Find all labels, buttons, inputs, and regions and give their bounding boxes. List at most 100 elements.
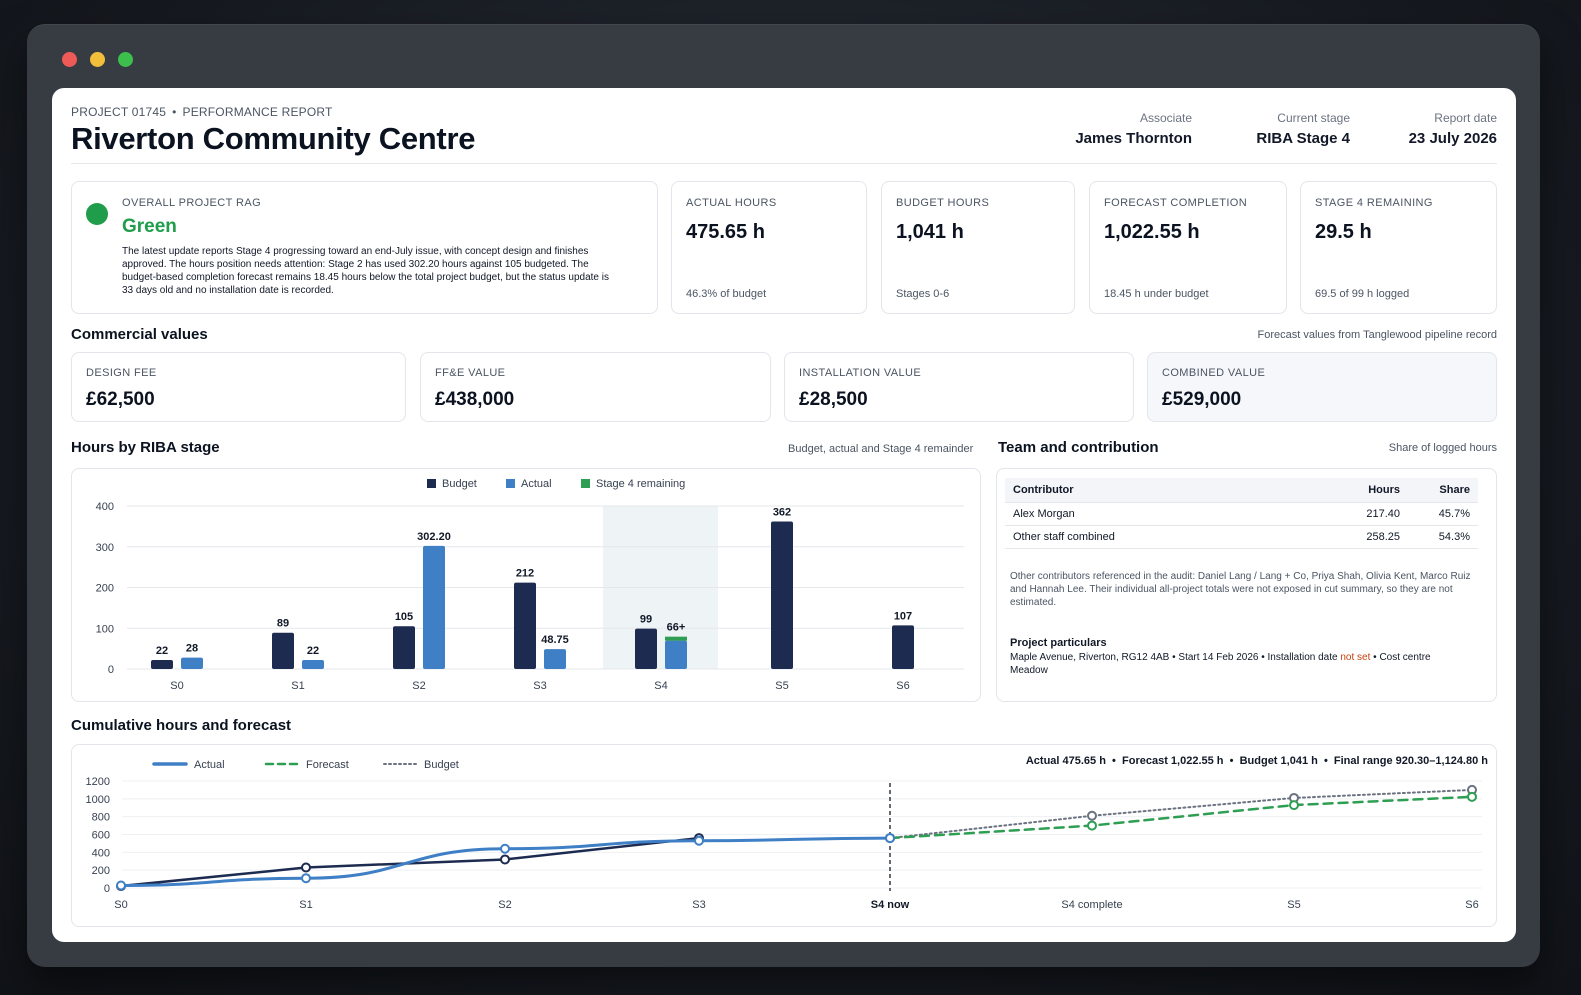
rag-status-dot xyxy=(86,203,108,225)
legend-swatch xyxy=(506,479,515,488)
installation-date-flag: not set xyxy=(1340,652,1371,663)
y-tick-label: 200 xyxy=(96,583,114,595)
bar-budget xyxy=(892,625,914,669)
value-card-design-fee: DESIGN FEE £62,500 xyxy=(71,352,406,422)
bar-budget xyxy=(514,582,536,669)
value-label: INSTALLATION VALUE xyxy=(799,367,922,379)
bar-actual xyxy=(544,649,566,669)
value-label: FF&E VALUE xyxy=(435,367,506,379)
bar-budget xyxy=(272,632,294,669)
column-header: Contributor xyxy=(1005,478,1328,503)
kpi-card-budget-hours: BUDGET HOURS 1,041 h Stages 0-6 xyxy=(881,181,1075,314)
kpi-sub: 46.3% of budget xyxy=(686,288,767,300)
x-tick-label: S0 xyxy=(170,680,183,692)
y-tick-label: 0 xyxy=(104,883,110,895)
bar-actual xyxy=(302,660,324,669)
line-actual-point xyxy=(301,873,311,884)
value-label: DESIGN FEE xyxy=(86,367,157,379)
y-tick-label: 1000 xyxy=(86,794,110,806)
bar-stage4-remaining xyxy=(665,636,687,641)
legend-swatch xyxy=(427,479,436,488)
kpi-value: 1,041 h xyxy=(896,221,964,243)
y-tick-label: 400 xyxy=(96,501,114,513)
bar-label-budget: 22 xyxy=(156,645,168,657)
commercial-note: Forecast values from Tanglewood pipeline… xyxy=(1257,329,1497,341)
kpi-card-stage4-remaining: STAGE 4 REMAINING 29.5 h 69.5 of 99 h lo… xyxy=(1300,181,1497,314)
legend-label: Actual xyxy=(194,759,225,771)
kpi-value: 29.5 h xyxy=(1315,221,1372,243)
x-tick-label: S0 xyxy=(114,899,127,911)
bar-budget xyxy=(393,626,415,669)
kpi-label: BUDGET HOURS xyxy=(896,197,990,209)
team-card: Contributor Hours Share Alex Morgan 217.… xyxy=(996,468,1497,702)
line-forecast-point xyxy=(1289,800,1299,811)
contributor-share: 54.3% xyxy=(1408,525,1478,549)
x-tick-label: S4 xyxy=(654,680,667,692)
contributor-name: Alex Morgan xyxy=(1005,502,1328,526)
value-card-installation: INSTALLATION VALUE £28,500 xyxy=(784,352,1134,422)
meta-label: Current stage xyxy=(1277,111,1350,125)
particulars-cost-centre: • Cost centre Meadow xyxy=(1010,652,1431,676)
line-actual-point xyxy=(694,835,704,846)
legend-label: Stage 4 remaining xyxy=(596,478,685,490)
value-amount: £438,000 xyxy=(435,389,515,410)
x-tick-label: S2 xyxy=(412,680,425,692)
header-divider xyxy=(71,163,1497,164)
minimize-window-button[interactable] xyxy=(90,52,105,67)
contributors-footnote: Other contributors referenced in the aud… xyxy=(1010,571,1471,608)
x-tick-label: S5 xyxy=(775,680,788,692)
hours-note: Budget, actual and Stage 4 remainder xyxy=(788,443,974,455)
hours-title: Hours by RIBA stage xyxy=(71,439,220,456)
bar-label-actual: 48.75 xyxy=(541,634,569,646)
value-card-combined: COMBINED VALUE £529,000 xyxy=(1147,352,1497,422)
report-page: PROJECT 01745 • PERFORMANCE REPORT Riverto… xyxy=(52,88,1516,942)
rag-summary: The latest update reports Stage 4 progre… xyxy=(122,246,609,296)
page-title: Riverton Community Centre xyxy=(71,121,476,156)
x-tick-label: S4 now xyxy=(871,899,910,911)
value-label: COMBINED VALUE xyxy=(1162,367,1266,379)
line-actual-point xyxy=(885,833,895,844)
close-window-button[interactable] xyxy=(62,52,77,67)
meta-label: Associate xyxy=(1139,111,1192,125)
y-tick-label: 200 xyxy=(92,865,110,877)
hours-bar-chart: 0 100 200 300 400 Budget Actual Stage 4 remaini… xyxy=(96,478,964,692)
bar-label-budget: 89 xyxy=(277,618,289,630)
meta-current-stage: Current stage RIBA Stage 4 xyxy=(1256,111,1350,147)
y-tick-label: 600 xyxy=(92,830,110,842)
bar-label-budget: 105 xyxy=(395,611,413,623)
table-row: Alex Morgan 217.40 45.7% xyxy=(1005,502,1478,526)
line-budget-point xyxy=(1087,810,1097,821)
column-header: Hours xyxy=(1328,478,1408,503)
commercial-title: Commercial values xyxy=(71,326,208,343)
bar-label-actual: 28 xyxy=(186,643,198,655)
x-tick-label: S3 xyxy=(533,680,546,692)
value-amount: £28,500 xyxy=(799,389,868,410)
kpi-card-forecast-completion: FORECAST COMPLETION 1,022.55 h 18.45 h u… xyxy=(1089,181,1287,314)
value-amount: £62,500 xyxy=(86,389,155,410)
contributor-table: Contributor Hours Share Alex Morgan 217.… xyxy=(1005,478,1478,549)
team-title: Team and contribution xyxy=(998,439,1159,456)
meta-value: James Thornton xyxy=(1075,130,1192,147)
bar-label-budget: 99 xyxy=(640,614,652,626)
bar-budget xyxy=(771,521,793,669)
maximize-window-button[interactable] xyxy=(118,52,133,67)
line-forecast-point xyxy=(1467,791,1477,802)
bar-budget xyxy=(151,660,173,669)
x-tick-label: S1 xyxy=(291,680,304,692)
line-forecast-point xyxy=(1087,820,1097,831)
meta-label: Report date xyxy=(1434,111,1497,125)
project-code: PROJECT 01745 xyxy=(71,105,167,119)
bar-label-budget: 362 xyxy=(773,506,791,518)
contributor-name: Other staff combined xyxy=(1005,525,1328,549)
kpi-sub: 69.5 of 99 h logged xyxy=(1315,288,1410,300)
x-tick-label: S2 xyxy=(498,899,511,911)
kpi-sub: 18.45 h under budget xyxy=(1104,288,1209,300)
particulars-text: Maple Avenue, Riverton, RG12 4AB • Start… xyxy=(1010,651,1460,677)
rag-status: Green xyxy=(122,216,177,237)
legend-label: Budget xyxy=(424,759,459,771)
y-tick-label: 400 xyxy=(92,847,110,859)
line-forecast xyxy=(888,795,1474,840)
kpi-sub: Stages 0-6 xyxy=(896,288,950,300)
kpi-label: STAGE 4 REMAINING xyxy=(1315,197,1433,209)
bar-label-budget: 212 xyxy=(516,568,534,580)
